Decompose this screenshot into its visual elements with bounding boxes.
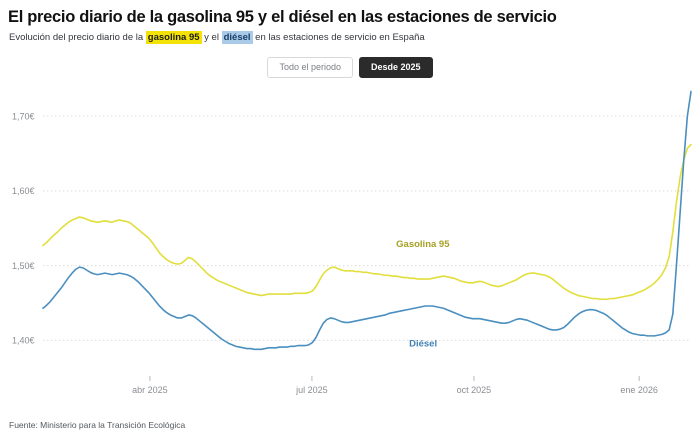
x-axis-tick-label: oct 2025 [457,385,492,395]
subtitle-text-2: y el [201,32,222,43]
x-axis-tick-label: jul 2025 [295,385,328,395]
y-axis-tick-label: 1,60€ [12,186,35,196]
series-inline-labels: Gasolina 95 Diésel [396,239,450,349]
subtitle-highlight-diesel: diésel [221,31,253,44]
series-label-di-sel: Diésel [409,338,437,349]
toggle-todo-el-periodo[interactable]: Todo el periodo [267,57,353,78]
x-axis-ticks [149,376,640,381]
x-axis-tick-label: ene 2026 [620,385,658,395]
subtitle-text-3: en las estaciones de servicio en España [252,32,425,43]
series-line-di-sel [42,90,692,351]
price-line-chart: 1,40€ 1,50€ 1,60€ 1,70€ abr 2025 jul 2025 oct… [0,88,700,400]
y-axis-tick-label: 1,50€ [12,261,35,271]
subtitle-text-1: Evolución del precio diario de la [9,32,146,43]
page-subtitle: Evolución del precio diario de la gasoli… [9,31,689,44]
gridlines [43,115,691,341]
chart-svg: 1,40€ 1,50€ 1,60€ 1,70€ abr 2025 jul 2025 oct… [12,90,692,395]
y-axis-tick-label: 1,40€ [12,336,35,346]
y-axis-labels: 1,40€ 1,50€ 1,60€ 1,70€ [12,111,35,345]
x-axis-tick-label: abr 2025 [132,385,168,395]
series-label-gasolina-95: Gasolina 95 [396,239,450,250]
series-lines [42,90,692,351]
y-axis-tick-label: 1,70€ [12,111,35,121]
series-line-gasolina-95 [42,143,692,301]
toggle-desde-2025[interactable]: Desde 2025 [359,57,433,78]
page-title: El precio diario de la gasolina 95 y el … [8,8,557,26]
source-note: Fuente: Ministerio para la Transición Ec… [9,420,186,430]
period-toggle-group: Todo el periodo Desde 2025 [0,57,700,78]
subtitle-highlight-gasolina: gasolina 95 [145,31,202,44]
x-axis-labels: abr 2025 jul 2025 oct 2025 ene 2026 [132,385,658,395]
